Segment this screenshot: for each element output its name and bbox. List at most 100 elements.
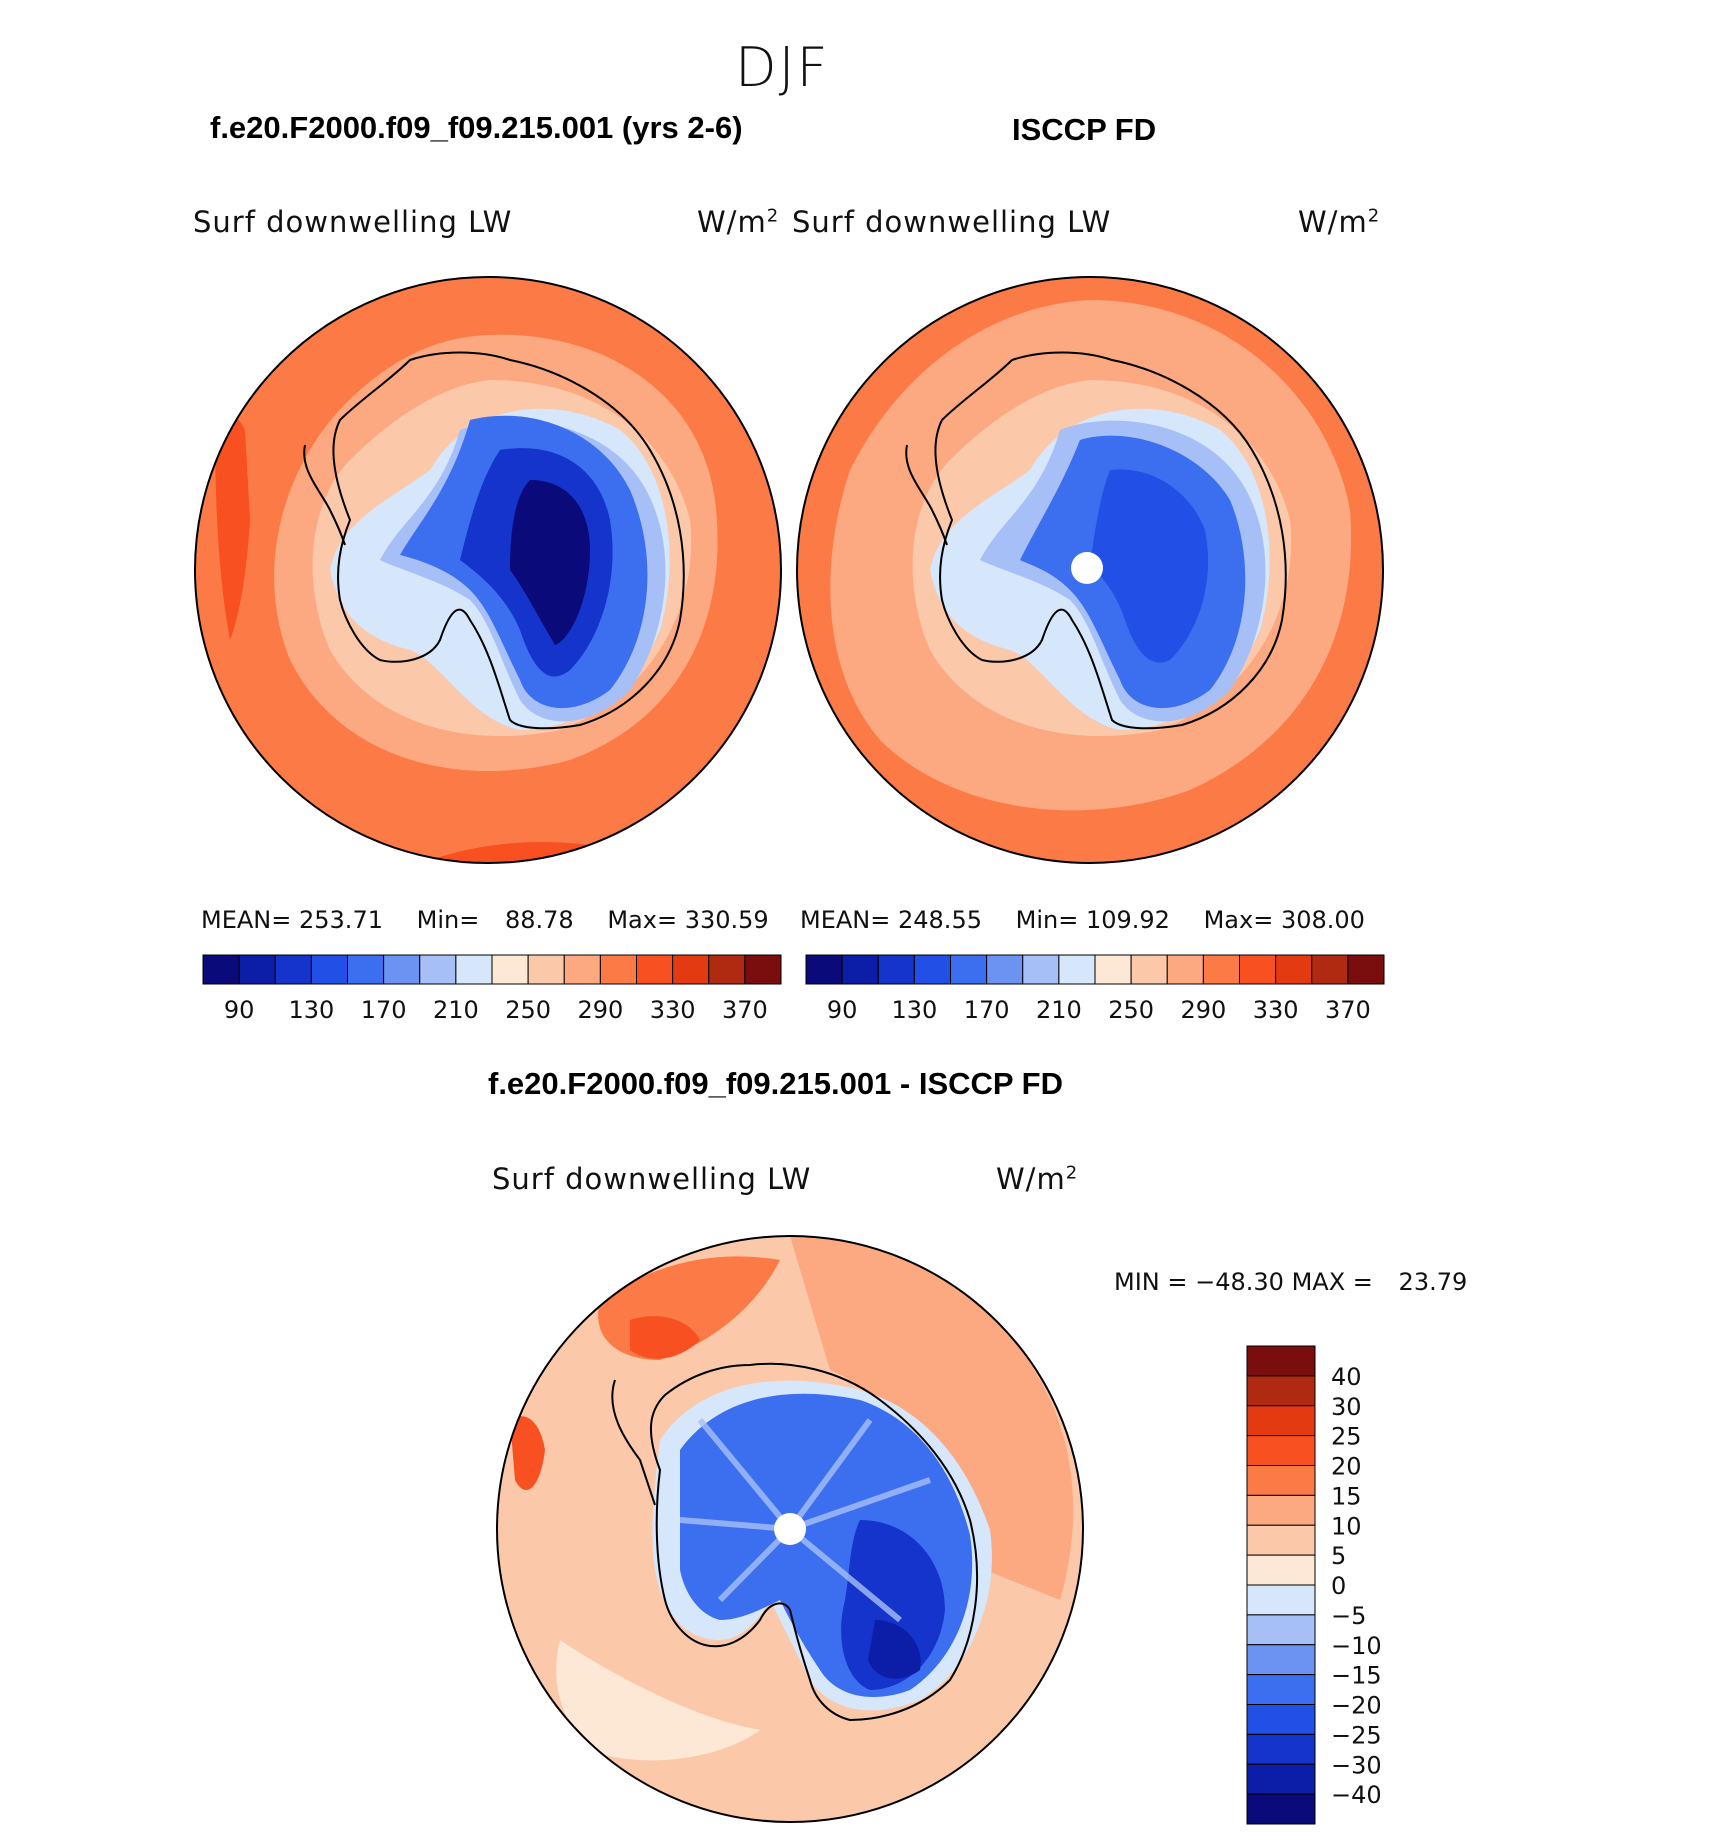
diff-peninsula — [611, 1379, 656, 1506]
diff-colorbar-tick-label: 0 — [1331, 1572, 1346, 1600]
obs-colorbar-swatch — [1094, 954, 1132, 985]
diff-units-label: W/m2 — [996, 1162, 1079, 1196]
obs-map — [796, 276, 1384, 864]
diff-colorbar-swatch — [1246, 1494, 1316, 1526]
obs-units-label: W/m2 — [1298, 205, 1381, 239]
model-colorbar-swatch — [419, 954, 457, 985]
diff-colorbar-tick-label: −40 — [1331, 1781, 1382, 1809]
diff-colorbar-swatch — [1246, 1554, 1316, 1586]
obs-map-border — [796, 276, 1384, 864]
diff-colorbar-tick-label: 30 — [1331, 1393, 1362, 1421]
model-colorbar-swatch — [599, 954, 637, 985]
model-colorbar-tick-label: 250 — [505, 996, 551, 1024]
diff-colorbar-tick-label: −30 — [1331, 1751, 1382, 1779]
obs-colorbar-swatch — [1347, 954, 1385, 985]
obs-colorbar: 90 130 170 210 250 290 330 370 — [805, 954, 1385, 1024]
diff-colorbar-tick-label: −10 — [1331, 1632, 1382, 1660]
obs-max-label: Max= — [1203, 906, 1274, 934]
model-colorbar-swatch — [347, 954, 385, 985]
diff-colorbar-tick-label: 5 — [1331, 1542, 1346, 1570]
model-stats: MEAN= 253.71 Min= 88.78 Max= 330.59 — [201, 906, 769, 934]
model-colorbar-tick-label: 290 — [577, 996, 623, 1024]
obs-colorbar-tick-label: 370 — [1325, 996, 1371, 1024]
obs-colorbar-tick-label: 250 — [1108, 996, 1154, 1024]
diff-colorbar-swatch — [1246, 1524, 1316, 1556]
diff-colorbar-swatch — [1246, 1763, 1316, 1795]
model-mean-label: MEAN= — [201, 906, 292, 934]
diff-colorbar-swatch — [1246, 1704, 1316, 1735]
model-band-hot-left — [215, 415, 250, 640]
model-colorbar-swatch — [455, 954, 493, 985]
obs-colorbar-swatch — [1311, 954, 1349, 985]
model-min-value: 88.78 — [504, 906, 574, 934]
obs-colorbar-swatch — [1166, 954, 1204, 985]
model-colorbar-swatch — [636, 954, 674, 985]
diff-colorbar-tick-label: −25 — [1331, 1721, 1382, 1749]
obs-mean-value: 248.55 — [898, 906, 982, 934]
diff-colorbar-swatch — [1246, 1584, 1316, 1616]
model-colorbar-tick-label: 370 — [722, 996, 768, 1024]
model-colorbar-swatch — [491, 954, 529, 985]
diff-colorbar-swatch — [1246, 1435, 1316, 1466]
diff-colorbar-tick-label: 20 — [1331, 1453, 1362, 1481]
obs-colorbar-swatch — [1130, 954, 1168, 985]
model-band-90 — [510, 480, 590, 645]
diff-panel-title: f.e20.F2000.f09_f09.215.001 - ISCCP FD — [488, 1066, 1063, 1101]
model-colorbar: 90 130 170 210 250 290 330 370 — [202, 954, 782, 1024]
model-variable-label: Surf downwelling LW — [193, 205, 513, 239]
diff-min-label: MIN = — [1114, 1268, 1188, 1296]
model-peninsula — [303, 444, 346, 546]
diff-stats: MIN = −48.30 MAX = 23.79 — [1114, 1268, 1467, 1296]
model-units-label: W/m2 — [697, 205, 780, 239]
diff-colorbar-tick-label: 40 — [1331, 1363, 1362, 1391]
model-colorbar-swatch — [708, 954, 746, 985]
diff-colorbar-tick-label: 25 — [1331, 1423, 1362, 1451]
model-colorbar-swatch — [672, 954, 710, 985]
season-title: DJF — [735, 36, 830, 99]
model-coastline — [332, 351, 685, 730]
model-map-border — [194, 276, 782, 864]
model-colorbar-swatch — [310, 954, 348, 985]
model-colorbar-swatch — [202, 954, 240, 985]
obs-colorbar-swatch — [841, 954, 879, 985]
diff-max-label: MAX = — [1291, 1268, 1373, 1296]
model-max-value: 330.59 — [684, 906, 769, 934]
diff-map-border — [496, 1235, 1084, 1823]
obs-colorbar-swatch — [1022, 954, 1060, 985]
obs-colorbar-swatch — [1058, 954, 1096, 985]
model-min-label: Min= — [416, 906, 480, 934]
obs-panel-title: ISCCP FD — [1012, 112, 1157, 147]
diff-colorbar-swatch — [1246, 1793, 1316, 1825]
diff-colorbar-tick-label: −20 — [1331, 1692, 1382, 1720]
obs-colorbar-swatch — [986, 954, 1024, 985]
obs-pole-hole — [1071, 552, 1103, 584]
obs-colorbar-swatch — [805, 954, 843, 985]
diff-colorbar-swatch — [1246, 1733, 1316, 1765]
diff-band-neg25 — [841, 1520, 945, 1690]
diff-colorbar-swatch — [1246, 1644, 1316, 1676]
obs-colorbar-tick-label: 130 — [891, 996, 937, 1024]
obs-band-130 — [1090, 469, 1209, 663]
diff-colorbar-swatch — [1246, 1405, 1316, 1437]
obs-colorbar-swatch — [1275, 954, 1313, 985]
diff-colorbar-tick-label: −15 — [1331, 1662, 1382, 1690]
model-colorbar-swatch — [238, 954, 276, 985]
obs-colorbar-tick-label: 210 — [1036, 996, 1082, 1024]
diff-colorbar-swatch — [1246, 1614, 1316, 1646]
model-colorbar-tick-label: 330 — [650, 996, 696, 1024]
model-colorbar-tick-label: 90 — [224, 996, 255, 1024]
model-colorbar-swatch — [563, 954, 601, 985]
obs-min-label: Min= — [1015, 906, 1079, 934]
model-colorbar-tick-label: 130 — [288, 996, 334, 1024]
diff-band-20-left — [510, 1416, 545, 1490]
obs-colorbar-swatch — [950, 954, 988, 985]
obs-min-value: 109.92 — [1085, 906, 1170, 934]
obs-variable-label: Surf downwelling LW — [792, 205, 1112, 239]
obs-colorbar-swatch — [1202, 954, 1240, 985]
obs-colorbar-swatch — [877, 954, 915, 985]
diff-pole-hole — [774, 1513, 806, 1545]
diff-colorbar-swatch — [1246, 1375, 1316, 1407]
model-max-label: Max= — [607, 906, 678, 934]
diff-band-20-top — [630, 1316, 700, 1359]
